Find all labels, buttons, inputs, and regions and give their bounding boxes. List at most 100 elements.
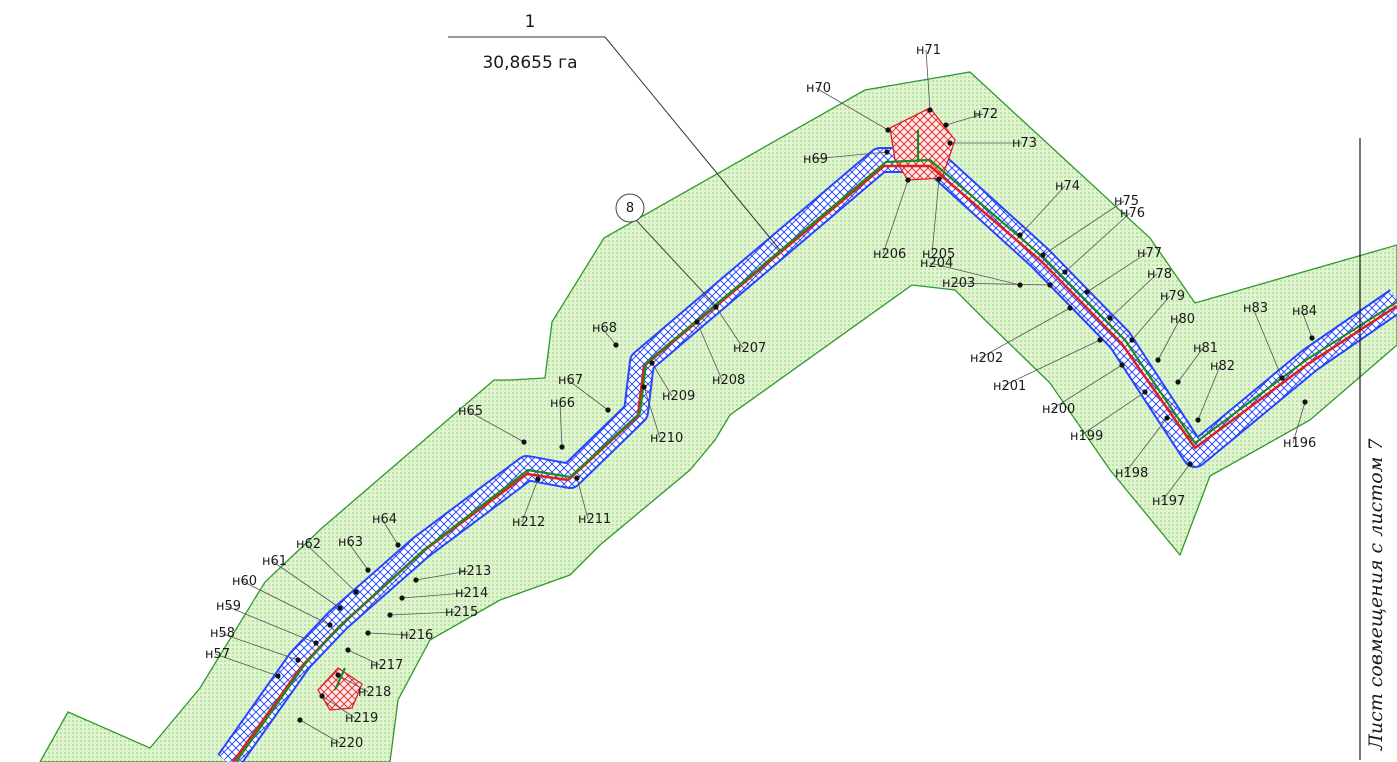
point-marker[interactable] <box>295 657 301 663</box>
survey-point[interactable]: н66 <box>550 396 575 450</box>
survey-point[interactable]: н57 <box>205 647 281 679</box>
survey-point[interactable]: н212 <box>512 476 545 530</box>
point-marker[interactable] <box>1302 399 1308 405</box>
point-marker[interactable] <box>353 589 359 595</box>
point-marker[interactable] <box>399 595 405 601</box>
point-marker[interactable] <box>327 622 333 628</box>
survey-point[interactable]: н217 <box>345 647 403 673</box>
point-marker[interactable] <box>1097 337 1103 343</box>
survey-point[interactable]: н67 <box>558 373 611 413</box>
point-marker[interactable] <box>365 630 371 636</box>
point-marker[interactable] <box>885 127 891 133</box>
point-marker[interactable] <box>574 475 580 481</box>
survey-point[interactable]: н63 <box>338 535 371 573</box>
point-marker[interactable] <box>1017 282 1023 288</box>
survey-point[interactable]: н58 <box>210 626 301 663</box>
survey-point[interactable]: н77 <box>1084 246 1162 295</box>
survey-point[interactable]: н71 <box>916 43 941 113</box>
survey-point[interactable]: н84 <box>1292 304 1317 341</box>
point-marker[interactable] <box>1279 375 1285 381</box>
survey-point[interactable]: н62 <box>296 537 359 595</box>
point-marker[interactable] <box>694 319 700 325</box>
point-marker[interactable] <box>713 304 719 310</box>
point-marker[interactable] <box>1309 335 1315 341</box>
point-marker[interactable] <box>613 342 619 348</box>
point-marker[interactable] <box>649 360 655 366</box>
survey-point[interactable]: н81 <box>1175 341 1218 385</box>
survey-point[interactable]: н204 <box>920 256 1023 288</box>
survey-point[interactable]: н203 <box>942 276 1053 291</box>
survey-point[interactable]: н78 <box>1107 267 1172 321</box>
point-marker[interactable] <box>1047 282 1053 288</box>
point-marker[interactable] <box>345 647 351 653</box>
survey-point[interactable]: н211 <box>574 475 611 527</box>
point-marker[interactable] <box>413 577 419 583</box>
point-marker[interactable] <box>365 567 371 573</box>
survey-point[interactable]: н210 <box>641 384 683 446</box>
point-marker[interactable] <box>335 672 341 678</box>
point-marker[interactable] <box>337 605 343 611</box>
point-marker[interactable] <box>521 439 527 445</box>
point-marker[interactable] <box>1119 362 1125 368</box>
survey-point[interactable]: н200 <box>1042 362 1125 417</box>
point-marker[interactable] <box>1175 379 1181 385</box>
point-marker[interactable] <box>641 384 647 390</box>
point-marker[interactable] <box>884 149 890 155</box>
survey-point[interactable]: н207 <box>713 304 766 356</box>
point-marker[interactable] <box>395 542 401 548</box>
survey-point[interactable]: н73 <box>947 136 1037 151</box>
survey-point[interactable]: н219 <box>319 693 378 726</box>
survey-point[interactable]: н64 <box>372 512 401 548</box>
survey-point[interactable]: н218 <box>335 672 391 700</box>
survey-point[interactable]: н69 <box>803 149 890 167</box>
point-marker[interactable] <box>927 107 933 113</box>
survey-point[interactable]: н61 <box>262 554 343 611</box>
point-marker[interactable] <box>1155 357 1161 363</box>
survey-point[interactable]: н213 <box>413 564 491 583</box>
point-marker[interactable] <box>559 444 565 450</box>
survey-point[interactable]: н60 <box>232 574 333 628</box>
survey-point[interactable]: н59 <box>216 599 319 646</box>
survey-point[interactable]: н75 <box>1040 194 1139 258</box>
survey-point[interactable]: н199 <box>1070 389 1148 444</box>
point-marker[interactable] <box>947 140 953 146</box>
survey-point[interactable]: н79 <box>1129 289 1185 343</box>
point-marker[interactable] <box>387 612 393 618</box>
point-marker[interactable] <box>1142 389 1148 395</box>
survey-point[interactable]: н74 <box>1017 179 1080 238</box>
point-marker[interactable] <box>1017 232 1023 238</box>
survey-point[interactable]: н65 <box>458 404 527 445</box>
survey-point[interactable]: н83 <box>1243 301 1285 381</box>
point-marker[interactable] <box>1107 315 1113 321</box>
point-marker[interactable] <box>905 177 911 183</box>
point-marker[interactable] <box>1187 461 1193 467</box>
point-marker[interactable] <box>943 122 949 128</box>
point-marker[interactable] <box>1040 252 1046 258</box>
point-marker[interactable] <box>319 693 325 699</box>
survey-point[interactable]: н206 <box>873 177 911 262</box>
point-marker[interactable] <box>605 407 611 413</box>
survey-point[interactable]: н220 <box>297 717 363 751</box>
survey-point[interactable]: н209 <box>649 360 695 404</box>
point-marker[interactable] <box>1067 305 1073 311</box>
point-marker[interactable] <box>275 673 281 679</box>
survey-point[interactable]: н202 <box>970 305 1073 366</box>
survey-point[interactable]: н72 <box>943 107 998 128</box>
point-marker[interactable] <box>936 176 942 182</box>
survey-point[interactable]: н197 <box>1152 461 1193 509</box>
survey-point[interactable]: н201 <box>993 337 1103 394</box>
survey-point[interactable]: н216 <box>365 628 433 643</box>
point-marker[interactable] <box>1195 417 1201 423</box>
survey-point[interactable]: н208 <box>694 319 745 388</box>
point-marker[interactable] <box>1062 269 1068 275</box>
survey-point[interactable]: н214 <box>399 586 488 601</box>
survey-point[interactable]: н68 <box>592 321 619 348</box>
survey-point[interactable]: н196 <box>1283 399 1316 451</box>
survey-point[interactable]: н80 <box>1155 312 1195 363</box>
point-marker[interactable] <box>297 717 303 723</box>
point-marker[interactable] <box>1129 337 1135 343</box>
survey-point[interactable]: н70 <box>806 81 891 133</box>
point-marker[interactable] <box>1084 289 1090 295</box>
survey-point[interactable]: н205 <box>922 176 955 262</box>
